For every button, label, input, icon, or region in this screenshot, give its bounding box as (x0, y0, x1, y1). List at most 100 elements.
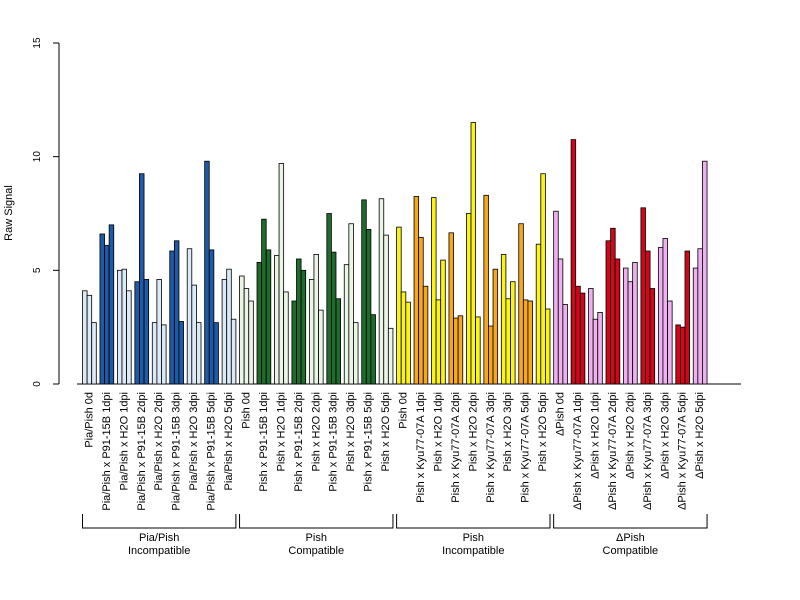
bar (261, 218, 267, 385)
group-bracket (239, 514, 394, 529)
bar (204, 160, 210, 385)
x-tick-label: ΔPish x H2O 5dpi (694, 392, 706, 479)
x-tick-label: Pish x Kyu77-07A 2dpi (450, 392, 462, 503)
group-bracket (396, 514, 551, 529)
bar (348, 223, 354, 385)
bar (510, 281, 516, 385)
bar (370, 314, 376, 385)
bar (278, 163, 285, 385)
x-tick-label: Pish x H2O 3dpi (502, 392, 514, 471)
bar (139, 173, 145, 385)
group-label-line2: Compatible (603, 545, 659, 557)
bar (575, 285, 581, 385)
bar (697, 248, 703, 385)
bar (230, 318, 237, 385)
x-tick-label: Pia/Pish x H2O 3dpi (188, 392, 200, 490)
x-tick-label: Pia/Pish x H2O 5dpi (223, 392, 235, 490)
bar (226, 268, 232, 385)
bar (283, 291, 289, 385)
bar (500, 254, 507, 385)
group-label-line2: Compatible (288, 545, 344, 557)
bar (692, 267, 699, 385)
bar (326, 213, 332, 385)
bar (169, 250, 175, 385)
bar (291, 300, 297, 385)
x-tick-label: Pish x P91-15B 3dpi (328, 392, 340, 492)
bar (614, 258, 621, 385)
bar (422, 285, 429, 385)
bar (300, 269, 307, 385)
x-tick-label: ΔPish x Kyu77-07A 5dpi (677, 392, 689, 510)
bar (588, 288, 594, 385)
bar (104, 244, 110, 385)
bar (649, 288, 656, 385)
bar (274, 255, 280, 385)
bar (488, 325, 494, 385)
x-tick-label: Pia/Pish x H2O 1dpi (118, 392, 130, 490)
bar (213, 322, 219, 385)
bar (400, 291, 407, 385)
x-tick-label: Pish x H2O 1dpi (275, 392, 287, 471)
bar (540, 173, 546, 385)
x-tick-label: Pish x H2O 3dpi (345, 392, 357, 471)
x-axis-labels: Pia/Pish 0d Pia/Pish x P91-15B 1dpi Pia/Pi… (83, 392, 706, 511)
bar (505, 298, 511, 385)
group-bracket (82, 514, 237, 529)
group-label-line1: ΔPish (616, 532, 645, 544)
bar (448, 232, 454, 385)
x-tick-label: Pia/Pish x P91-15B 1dpi (101, 392, 113, 511)
bar (121, 268, 127, 385)
bar (579, 292, 586, 385)
bar (702, 160, 708, 385)
bar (680, 326, 686, 385)
bar (535, 243, 542, 385)
bar (457, 315, 464, 385)
bar (470, 122, 476, 385)
group-label-line1: Pish (463, 532, 484, 544)
bar (248, 300, 254, 385)
x-tick-label: ΔPish x H2O 1dpi (589, 392, 601, 479)
x-tick-label: Pish 0d (398, 392, 410, 429)
bar (413, 196, 420, 385)
x-tick-label: Pish x P91-15B 1dpi (258, 392, 270, 492)
x-tick-label: Pish x H2O 2dpi (467, 392, 479, 471)
x-tick-label: Pish x Kyu77-07A 1dpi (415, 392, 427, 503)
y-tick-label: 5 (32, 267, 43, 273)
bar (126, 290, 132, 385)
y-axis-title: Raw Signal (3, 185, 15, 241)
bar (492, 268, 499, 385)
bar (173, 240, 180, 385)
group-label-line2: Incompatible (128, 545, 190, 557)
group-label-line1: Pia/Pish (139, 532, 179, 544)
bar (605, 240, 611, 385)
bar (91, 322, 97, 385)
bar (440, 259, 446, 385)
bar (483, 194, 489, 385)
bar (353, 322, 359, 385)
bar (518, 223, 524, 385)
bar (178, 321, 184, 385)
x-tick-label: ΔPish x Kyu77-07A 3dpi (642, 392, 654, 510)
y-tick-label: 10 (32, 151, 43, 163)
bar (623, 267, 629, 385)
bar (156, 279, 162, 385)
x-tick-label: Pish x Kyu77-07A 5dpi (520, 392, 532, 503)
bar (545, 308, 551, 385)
bar (662, 238, 668, 385)
bar (296, 258, 302, 385)
bar (221, 279, 228, 385)
group-label-line2: Incompatible (442, 545, 504, 557)
bar (265, 249, 272, 385)
x-tick-label: ΔPish x H2O 2dpi (624, 392, 636, 479)
bar (361, 199, 367, 385)
bar (632, 261, 638, 385)
x-tick-label: Pia/Pish x H2O 2dpi (153, 392, 165, 490)
group-bracket (553, 514, 708, 529)
bar (191, 284, 197, 385)
bar (239, 275, 245, 385)
x-tick-label: Pia/Pish 0d (83, 392, 95, 448)
group-label-line1: Pish (306, 532, 327, 544)
group-brackets: Pia/PishIncompatiblePishCompatiblePishIn… (82, 514, 708, 557)
bar (308, 279, 315, 385)
